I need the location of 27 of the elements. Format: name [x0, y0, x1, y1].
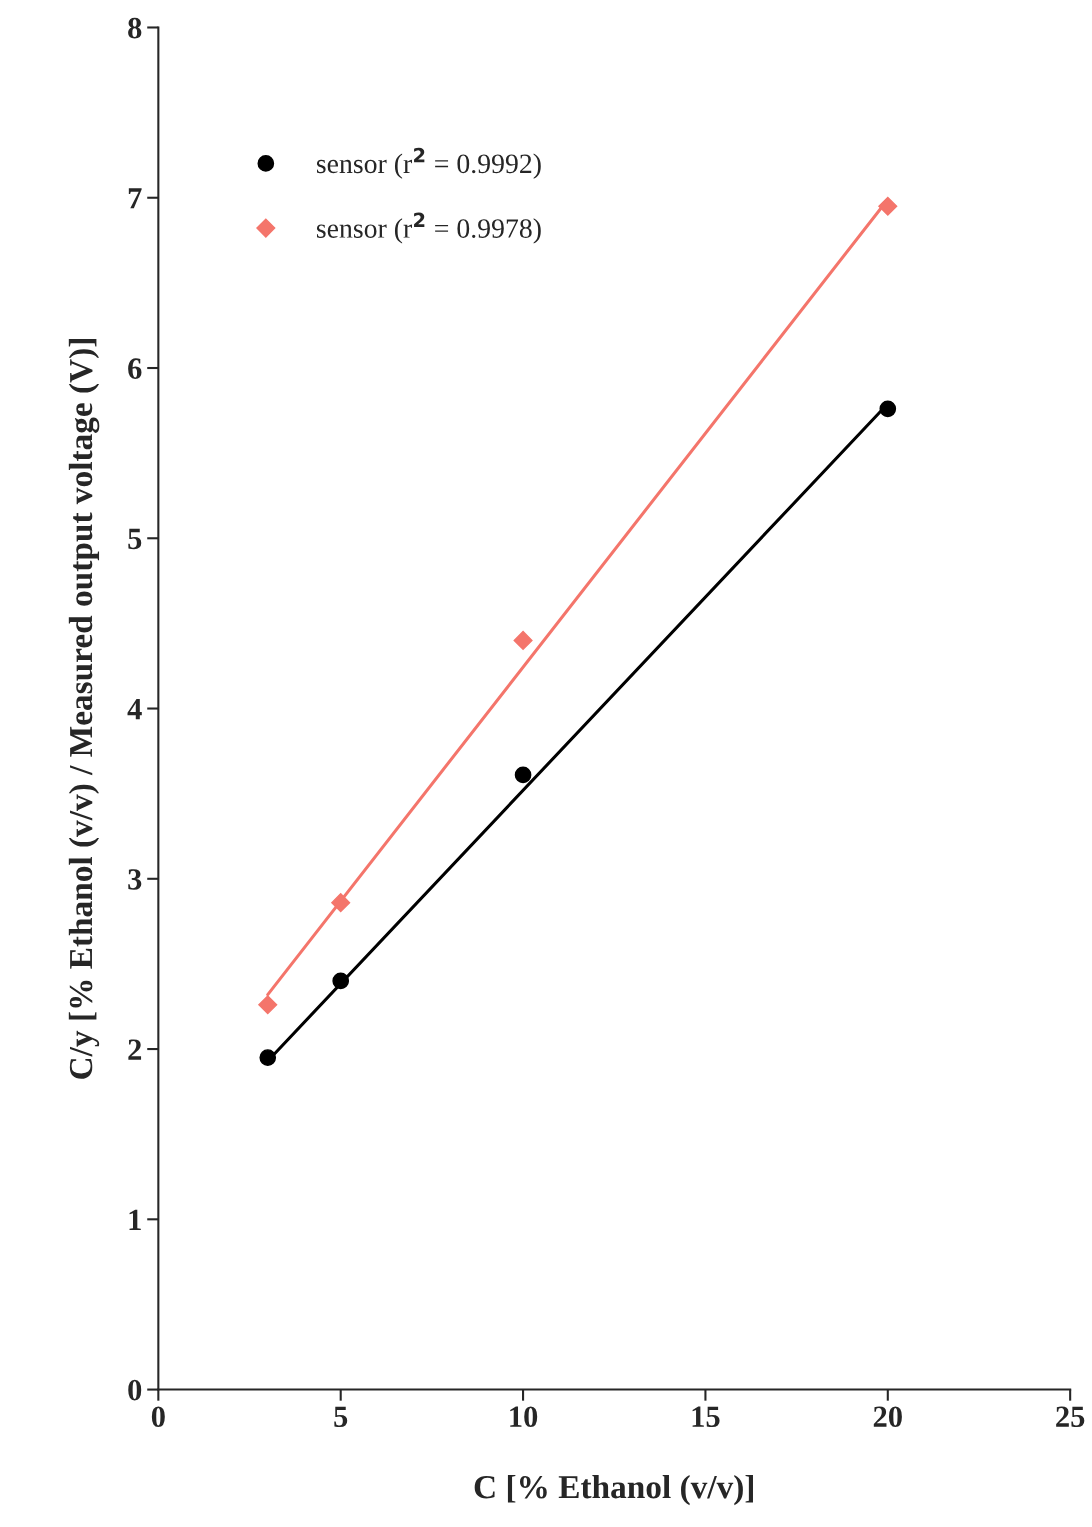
x-tick-label: 10	[510, 1406, 538, 1428]
point	[332, 972, 350, 990]
y-tick-label: 3	[128, 869, 142, 890]
y-tick-label: 7	[128, 188, 142, 209]
y-tick-label: 6	[128, 358, 142, 379]
point	[331, 893, 351, 913]
x-tick-label: 0	[151, 1406, 165, 1428]
y-tick-label: 8	[128, 17, 142, 39]
y-axis-title: C/y [% Ethanol (v/v) / Measured output voltage (V)]	[68, 339, 100, 1079]
legend-label: sensor (r$^{2}$ = 0.9992)	[316, 147, 541, 179]
point	[514, 766, 532, 784]
x-tick-label: 20	[873, 1406, 902, 1428]
x-tick-label: 25	[1056, 1406, 1085, 1428]
point	[258, 995, 278, 1015]
point	[513, 630, 533, 650]
point	[879, 400, 897, 418]
point	[878, 196, 898, 216]
point	[259, 1049, 277, 1066]
y-tick-label: 5	[128, 528, 142, 550]
y-tick-label: 1	[129, 1209, 141, 1230]
x-tick-label: 5	[334, 1406, 348, 1428]
x-axis-title: C [% Ethanol (v/v)]	[474, 1474, 753, 1506]
x-tick-label: 15	[692, 1406, 720, 1428]
y-tick-label: 2	[128, 1039, 142, 1060]
legend-label: sensor (r$^{2}$ = 0.9978)	[316, 212, 541, 244]
y-tick-label: 0	[128, 1379, 142, 1401]
y-tick-label: 4	[127, 699, 142, 720]
